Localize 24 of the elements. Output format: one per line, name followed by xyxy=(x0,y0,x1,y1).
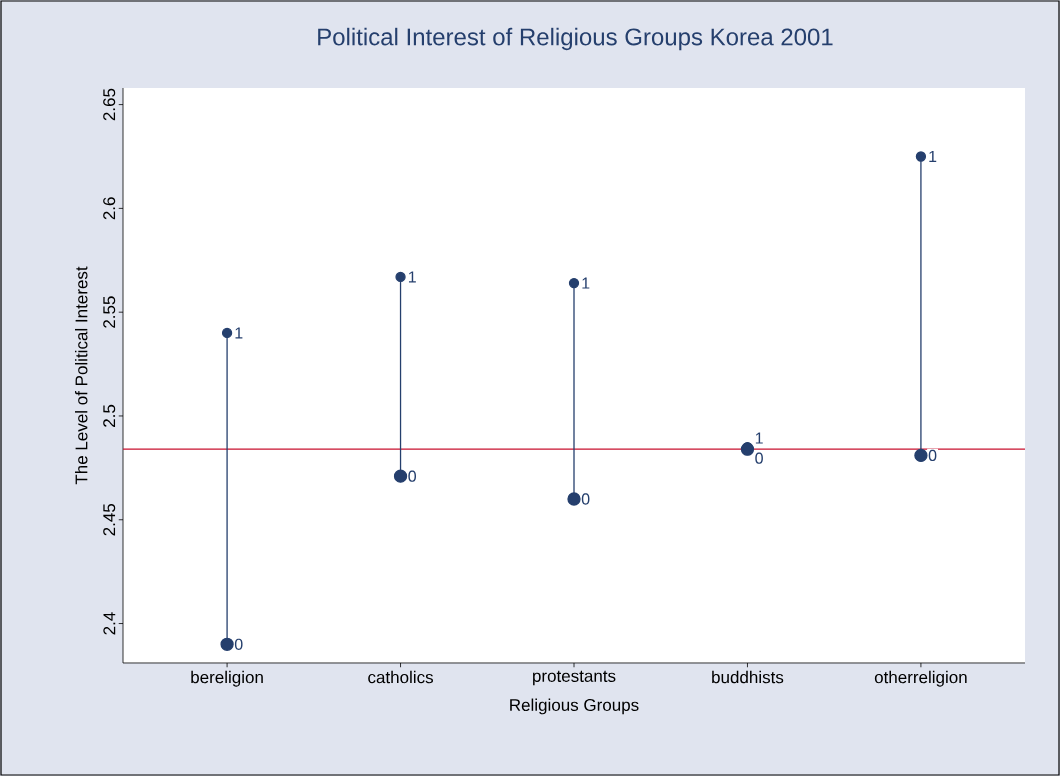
x-tick-label: protestants xyxy=(533,670,616,686)
y-tick-label: 2.45 xyxy=(103,503,116,536)
y-tick-label: 2.55 xyxy=(103,296,116,328)
y-tick-label: 2.65 xyxy=(103,88,116,121)
text: 0 xyxy=(408,470,417,482)
x-tick-label: buddhists xyxy=(712,670,784,684)
text: 1 xyxy=(408,271,416,283)
x-tick-label: bereligion xyxy=(191,670,263,687)
x-tick-label: otherreligion xyxy=(874,670,967,687)
series-label: 0 xyxy=(581,493,590,505)
text: 0 xyxy=(755,452,763,464)
text: 1 xyxy=(582,277,590,289)
y-tick-label: 2.5 xyxy=(103,404,116,427)
y-tick-label: 2.4 xyxy=(103,612,116,635)
series-label: 1 xyxy=(235,327,243,339)
x-tick-label: catholics xyxy=(368,670,433,684)
chart-title: Political Interest of Religious Groups Korea 2001 xyxy=(318,27,833,51)
text: 0 xyxy=(234,638,243,650)
y-tick-label: 2.6 xyxy=(103,197,116,220)
x-axis-title: Religious Groups xyxy=(510,698,639,715)
text: 1 xyxy=(755,432,763,444)
text: 1 xyxy=(929,150,937,162)
y-axis-title: The Level of Political Interest xyxy=(75,266,88,485)
text: 0 xyxy=(928,449,937,462)
